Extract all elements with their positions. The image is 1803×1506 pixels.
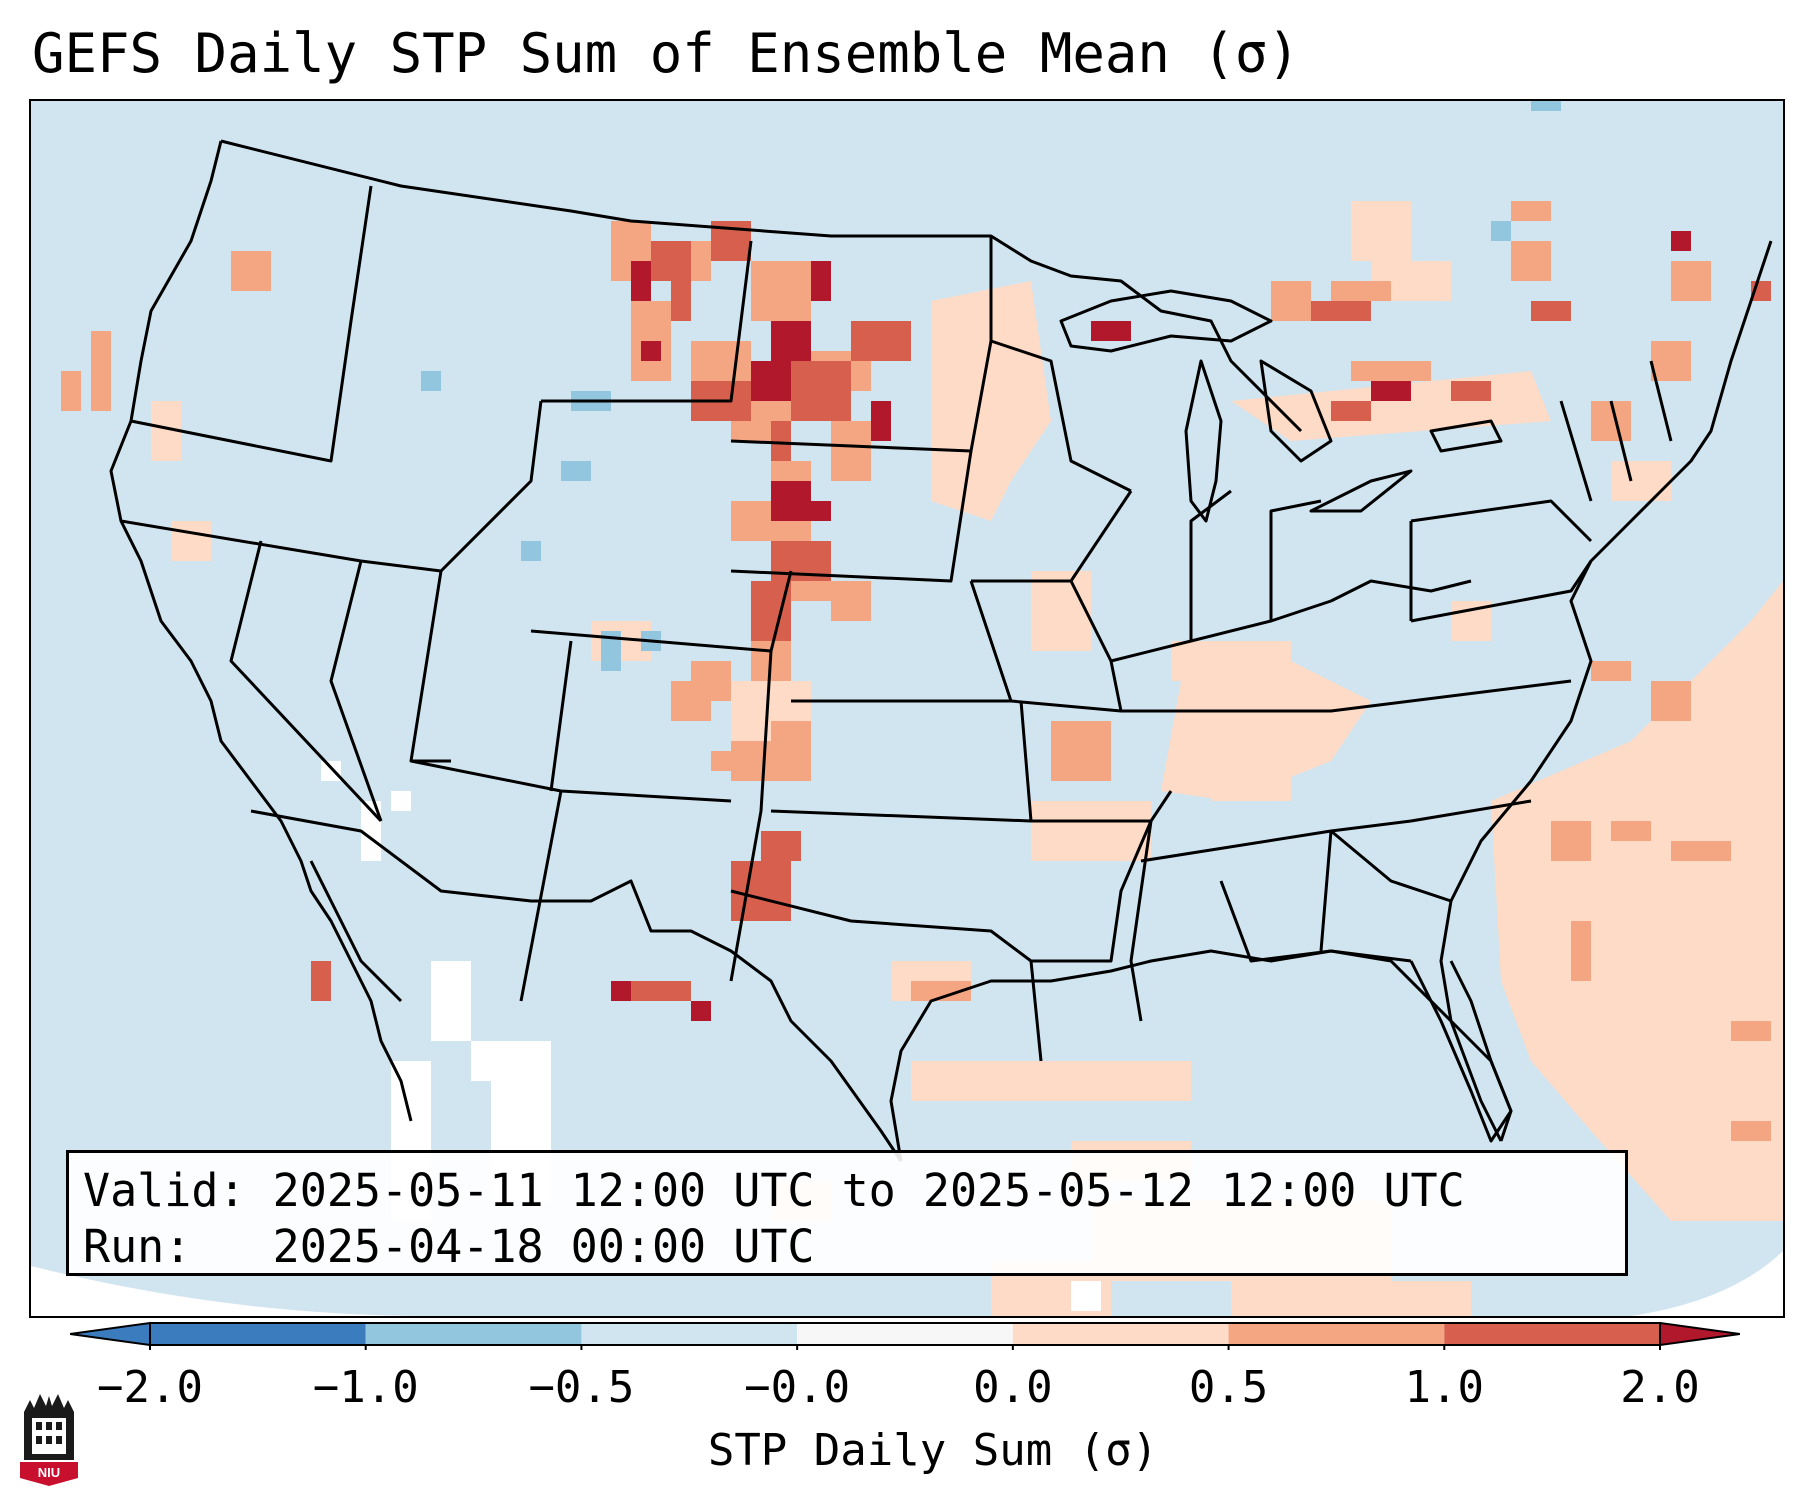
state-border [1129,820,1153,1022]
map-background [31,101,1783,1316]
run-label: Run: [83,1220,192,1273]
valid-time-range: 2025-05-11 12:00 UTC to 2025-05-12 12:00… [272,1164,1465,1217]
coastline-gulf [889,949,1513,1162]
colorbar-extend-low [70,1321,151,1347]
colorbar-tick-label: −0.5 [528,1362,635,1413]
anomaly-moderate-positive [61,201,1771,1141]
state-border [541,240,753,403]
lake-superior [1059,289,1273,353]
state-border [549,640,573,792]
state-border [1269,499,1322,621]
anomaly-moderate-negative [421,101,1561,671]
valid-label: Valid: [83,1164,246,1217]
coastline-east [1439,240,1773,1142]
state-border [1319,830,1333,952]
colorbar-tick-label: −1.0 [312,1362,419,1413]
logo-text: NIU [38,1465,60,1480]
coastline-west [109,140,413,1122]
state-border [229,540,383,823]
state-border [1219,880,1412,963]
colorbar-segment [1012,1323,1229,1345]
lake-huron [1259,359,1333,463]
colorbar-extend-high [1659,1321,1740,1347]
state-border [1010,580,1123,713]
anomaly-strong-positive [311,221,1771,1001]
map-title: GEFS Daily STP Sum of Ensemble Mean (σ) [32,22,1300,85]
colorbar-label: STP Daily Sum (σ) [707,1425,1159,1476]
anomaly-near-zero [321,761,1101,1311]
colorbar-outline [149,1322,1661,1346]
state-border [1189,489,1232,641]
colorbar-segment [150,1323,366,1345]
projection-edge [1631,1251,1783,1316]
state-border [1121,679,1572,713]
state-border [1110,599,1332,663]
colorbar-segment [1228,1323,1445,1345]
colorbar-segment [1444,1323,1660,1345]
state-border [729,650,773,982]
state-border [1609,400,1633,482]
colorbar-segment [365,1323,582,1345]
state-border [1330,579,1472,603]
map-canvas [31,101,1783,1316]
lake-erie [1309,469,1413,513]
state-border [730,450,973,583]
colorbar-tick-label: −2.0 [97,1362,203,1413]
state-border [989,236,1132,493]
map-boundaries [109,139,1773,1162]
border-mexico-us [250,809,903,1162]
state-border [1649,360,1673,442]
state-border [1031,820,1153,963]
colorbar-tick-label: −0.0 [744,1362,851,1413]
state-border [329,560,383,822]
border-canada-us [220,139,1303,433]
state-border [1410,560,1593,623]
colorbar-segment [581,1323,798,1345]
niu-logo: NIU [20,1394,78,1486]
colorbar-segment [797,1323,1013,1345]
projection-edge [31,1266,431,1316]
map-panel [29,99,1785,1318]
anomaly-grid [61,101,1783,1316]
state-border [130,185,373,463]
run-time: 2025-04-18 00:00 UTC [272,1220,815,1273]
state-border [730,889,1043,1062]
anomaly-extreme-positive [611,231,1691,1021]
colorbar-tick-label: 0.5 [1188,1362,1269,1413]
validity-info-box: Valid: 2025-05-11 12:00 UTC to 2025-05-1… [66,1150,1628,1276]
colorbar-tick-label: 0.0 [973,1362,1053,1413]
state-border [1410,499,1593,543]
state-border [1559,400,1593,502]
colorbar-tick-label: 1.0 [1404,1362,1485,1413]
coastline-florida [1409,960,1513,1143]
state-border [519,790,563,1002]
state-border [1330,829,1452,903]
colorbar-tick-label: 2.0 [1620,1362,1700,1413]
state-border [1410,799,1532,823]
coastline-baja [309,860,403,1003]
colorbar [70,1321,1740,1350]
lake-michigan [1184,359,1223,523]
lake-ontario [1429,419,1503,453]
